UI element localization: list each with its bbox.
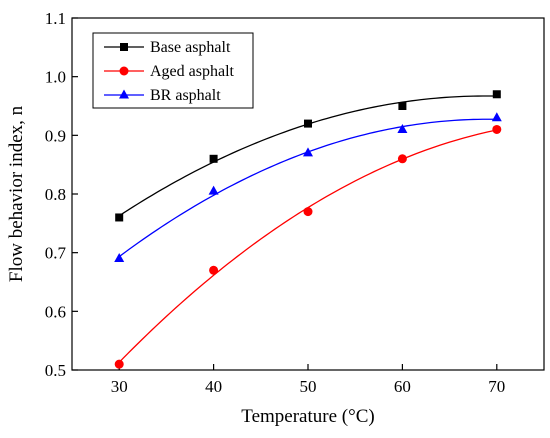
data-point — [491, 112, 502, 122]
x-tick-label: 40 — [205, 377, 222, 396]
y-tick-label: 0.7 — [45, 244, 67, 263]
data-point — [303, 207, 313, 217]
x-axis-title: Temperature (°C) — [241, 406, 374, 427]
data-point — [398, 102, 407, 110]
data-point — [492, 124, 502, 134]
legend: Base asphalt Aged asphalt BR asphalt — [92, 32, 254, 109]
data-point — [492, 90, 501, 99]
data-point — [114, 359, 124, 369]
legend-label: BR asphalt — [150, 87, 221, 104]
y-axis-title: Flow behavior index, n — [6, 105, 27, 282]
x-tick-label: 60 — [394, 377, 411, 396]
plot-frame — [71, 17, 545, 371]
ticks-layer: 30 40 50 60 70 0.5 0.6 0.7 0.8 0.9 1.0 1.1 — [45, 9, 506, 396]
legend-marker — [119, 66, 129, 76]
series-2 — [114, 112, 502, 263]
y-tick-label: 1.1 — [45, 9, 66, 28]
x-tick-label: 50 — [300, 377, 317, 396]
legend-label: Base asphalt — [150, 39, 231, 56]
y-tick-label: 0.9 — [45, 126, 66, 145]
y-tick-label: 0.8 — [45, 185, 66, 204]
legend-label: Aged asphalt — [150, 63, 235, 80]
series-1 — [114, 124, 502, 369]
legend-entry: BR asphalt — [104, 87, 221, 104]
legend-entry: Aged asphalt — [104, 63, 235, 80]
legend-entry: Base asphalt — [104, 39, 231, 56]
data-point — [303, 147, 313, 157]
data-point — [115, 213, 124, 222]
data-point — [209, 154, 218, 163]
x-tick-label: 30 — [111, 377, 128, 396]
x-tick-label: 70 — [488, 377, 505, 396]
data-point — [208, 185, 219, 195]
data-point — [114, 253, 125, 263]
series-layer — [114, 90, 502, 369]
y-tick-label: 1.0 — [45, 68, 66, 87]
legend-marker — [120, 43, 128, 51]
series-0 — [115, 90, 501, 222]
series-line — [118, 118, 497, 258]
data-point — [397, 154, 407, 164]
legend-marker — [119, 89, 129, 99]
data-point — [304, 119, 312, 128]
y-tick-label: 0.6 — [45, 302, 66, 321]
y-tick-label: 0.5 — [45, 361, 66, 380]
data-point — [397, 123, 408, 133]
data-point — [209, 265, 219, 275]
series-line — [118, 129, 497, 363]
